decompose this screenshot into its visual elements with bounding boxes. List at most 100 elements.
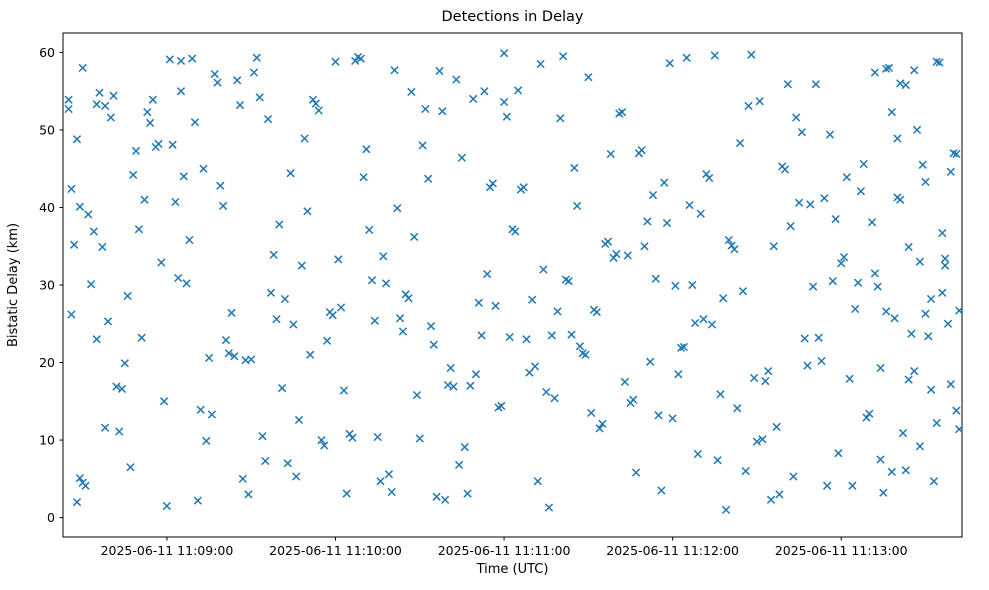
detection-marker	[553, 307, 562, 316]
detection-marker	[643, 217, 652, 226]
detection-marker	[429, 340, 438, 349]
detection-marker	[775, 490, 784, 499]
detection-marker	[162, 501, 172, 511]
detection-marker	[182, 279, 191, 288]
detection-marker	[749, 373, 759, 383]
detection-marker	[946, 380, 955, 389]
detection-marker	[362, 145, 371, 154]
detection-marker	[721, 505, 731, 515]
detection-marker	[879, 488, 888, 497]
detection-marker	[623, 251, 632, 260]
detection-marker	[780, 165, 790, 174]
detection-marker	[839, 252, 849, 262]
detection-marker	[140, 195, 149, 204]
detection-marker	[244, 490, 253, 499]
detection-marker	[443, 380, 453, 390]
detection-marker	[848, 481, 857, 490]
detection-marker	[564, 276, 573, 286]
detection-marker	[331, 57, 340, 66]
detection-marker	[825, 130, 835, 139]
detection-marker	[320, 441, 329, 450]
detection-marker	[449, 382, 458, 391]
detection-marker	[81, 481, 90, 490]
detection-marker	[896, 195, 905, 204]
detection-marker	[881, 64, 891, 73]
detection-marker	[651, 274, 660, 283]
detection-marker	[688, 280, 697, 290]
detection-marker	[671, 281, 680, 290]
detection-marker	[710, 51, 719, 60]
detection-marker	[862, 413, 871, 422]
detection-marker	[789, 472, 798, 481]
detection-marker	[306, 350, 315, 359]
detection-marker	[912, 125, 922, 135]
detection-marker	[67, 310, 76, 319]
detection-marker	[792, 113, 801, 122]
detection-marker	[435, 66, 444, 76]
detection-marker	[904, 242, 913, 252]
detection-marker	[955, 306, 964, 315]
detection-marker	[277, 383, 287, 393]
detection-marker	[196, 405, 205, 414]
detection-marker	[452, 75, 461, 84]
detection-marker	[665, 59, 674, 68]
detection-marker	[185, 235, 194, 245]
detection-marker	[266, 288, 276, 297]
detection-marker	[272, 314, 281, 324]
detection-marker	[432, 492, 441, 501]
detection-marker	[72, 497, 82, 507]
detection-marker	[89, 227, 99, 236]
detection-marker	[693, 449, 703, 459]
detection-marker	[86, 280, 96, 289]
detection-marker	[938, 288, 947, 297]
detection-marker	[808, 282, 818, 291]
detection-marker	[696, 209, 705, 218]
detection-marker	[365, 225, 374, 235]
detection-marker	[395, 314, 405, 323]
detection-marker	[466, 381, 475, 390]
detection-marker	[387, 487, 396, 497]
detection-marker	[921, 309, 930, 318]
detection-marker	[915, 257, 925, 266]
detection-marker	[398, 327, 408, 336]
detection-marker	[78, 63, 87, 73]
detection-marker	[668, 414, 677, 423]
detection-marker	[952, 406, 961, 415]
detection-marker	[190, 118, 200, 127]
detection-marker	[227, 308, 236, 318]
detection-marker	[924, 332, 933, 341]
detection-marker	[595, 424, 604, 433]
detection-marker	[932, 57, 941, 66]
detection-marker	[84, 210, 93, 219]
chart-title: Detections in Delay	[441, 9, 583, 25]
detection-marker	[235, 100, 245, 110]
detection-marker	[949, 149, 958, 158]
detection-marker	[758, 435, 767, 444]
detection-marker	[446, 363, 455, 373]
detection-marker	[407, 87, 416, 97]
detection-marker	[640, 242, 649, 251]
detection-marker	[806, 200, 815, 209]
detection-marker	[654, 411, 663, 420]
detection-marker	[154, 139, 163, 149]
detection-marker	[129, 170, 138, 180]
detection-marker	[92, 335, 101, 344]
detection-marker	[828, 276, 837, 286]
detection-marker	[873, 282, 882, 291]
detection-marker	[283, 459, 292, 468]
detection-marker	[75, 473, 85, 483]
detection-marker	[210, 69, 219, 79]
detection-marker	[454, 460, 464, 470]
detection-marker	[584, 73, 593, 82]
detection-marker	[471, 370, 481, 379]
detection-marker	[766, 495, 776, 504]
detection-marker	[685, 200, 694, 210]
detection-marker	[741, 466, 750, 476]
detection-marker	[233, 76, 242, 85]
detection-marker	[513, 86, 523, 95]
detection-marker	[747, 50, 756, 59]
detection-marker	[218, 201, 228, 211]
detection-marker	[738, 287, 748, 296]
detection-marker	[575, 342, 585, 351]
